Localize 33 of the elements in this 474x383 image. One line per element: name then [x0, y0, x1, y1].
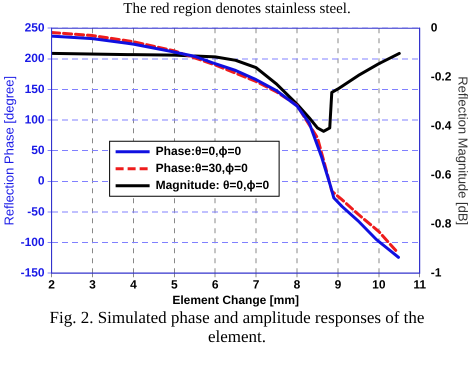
x-tick-label: 6 [212, 278, 219, 292]
x-tick-label: 3 [89, 278, 96, 292]
legend-label: Phase:θ=0,ϕ=0 [156, 144, 242, 158]
x-tick-label: 7 [252, 278, 260, 292]
x-tick-label: 8 [294, 278, 301, 292]
x-axis-title: Element Change [mm] [172, 293, 300, 308]
legend-label: Magnitude: θ=0,ϕ=0 [156, 178, 270, 192]
caption: Fig. 2. Simulated phase and amplitude responses of the element. [48, 308, 426, 346]
text: The red region denotes stainless steel. [122, 0, 352, 18]
x-tick-label: 4 [130, 278, 138, 292]
y-tick-label: -100 [20, 234, 45, 249]
y2-axis-title: Reflection Magnitude [dB] [456, 76, 471, 226]
y-tick-label: 50 [31, 143, 45, 158]
y-tick-label: 100 [24, 112, 45, 126]
y-tick-label: -50 [27, 204, 45, 218]
y-tick-label: 0 [38, 174, 45, 188]
y-tick-label: 150 [24, 82, 45, 96]
y2-tick-label: -0.6 [430, 168, 452, 182]
x-tick-label: 10 [372, 278, 386, 292]
y2-tick-label: 0 [430, 20, 438, 35]
y2-tick-label: -0.4 [430, 118, 452, 133]
legend-label: Phase:θ=30,ϕ=0 [156, 161, 248, 176]
y2-tick-label: -0.8 [430, 216, 452, 231]
y-axis-title: Reflection Phase [degree] [1, 76, 16, 226]
x-tick-label: 2 [48, 278, 56, 292]
x-tick-label: 5 [170, 278, 178, 292]
x-tick-label: 11 [413, 278, 426, 292]
y2-tick-label: -1 [430, 266, 442, 280]
y2-tick-label: -0.2 [430, 70, 452, 84]
y-tick-label: -150 [20, 266, 45, 280]
y-tick-label: 200 [24, 51, 45, 66]
y-tick-label: 250 [24, 20, 45, 35]
x-tick-label: 9 [334, 278, 342, 292]
